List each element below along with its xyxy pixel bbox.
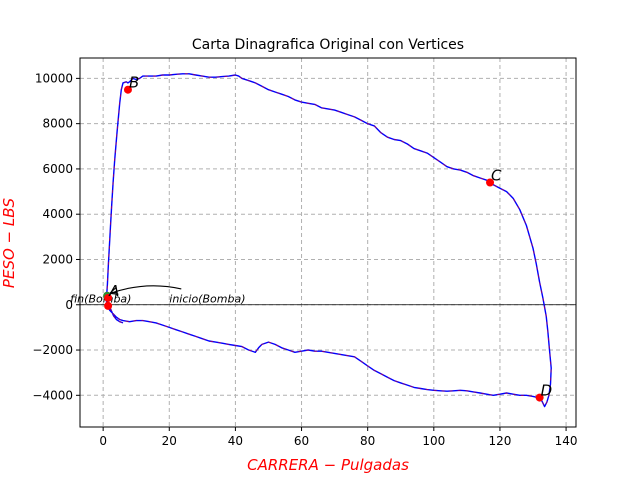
x-tick-label: 40 [228, 434, 243, 448]
y-tick-label: 0 [65, 298, 73, 312]
plot-background [80, 58, 576, 427]
x-axis-label: CARRERA − Pulgadas [247, 456, 409, 474]
chart-title: Carta Dinagrafica Original con Vertices [192, 37, 464, 53]
curve-layer [105, 73, 552, 408]
x-tick-label: 80 [360, 434, 375, 448]
y-tick-label: 10000 [35, 71, 73, 85]
x-tick-label: 120 [488, 434, 511, 448]
vertex-d-point [535, 393, 544, 402]
annotations: fin(Bomba) inicio(Bomba) [70, 285, 245, 306]
vertex-b-point [123, 85, 132, 94]
annotation-text: fin(Bomba) [70, 293, 131, 306]
annotation-arrow [110, 285, 182, 294]
y-tick-label: 4000 [42, 207, 73, 221]
x-tick-label: 20 [162, 434, 177, 448]
vertex-d-label: D [541, 382, 553, 400]
extra-point [104, 301, 113, 310]
vertex-c-label: C [491, 167, 502, 185]
y-tick-label: −4000 [32, 388, 73, 402]
axis-ticks: 0 20 40 60 80 100 120 140 −4000 −2000 0 2000 4000 600… [32, 71, 577, 448]
vertex-a-point [104, 293, 113, 302]
x-tick-label: 0 [99, 434, 107, 448]
plot-frame [79, 57, 577, 428]
vertex-points: A B C D [103, 74, 552, 402]
y-axis-label: PESO − LBS [0, 197, 18, 288]
x-tick-label: 140 [555, 434, 578, 448]
dynagraph-curve-overlay [105, 73, 552, 408]
y-tick-label: 6000 [42, 162, 73, 176]
y-tick-label: −2000 [32, 343, 73, 357]
vertex-b-label: B [129, 74, 139, 92]
vertex-c-point [486, 178, 495, 187]
annotation-text: inicio(Bomba) [169, 293, 245, 306]
vertex-a-label: A [108, 282, 119, 300]
y-tick-label: 2000 [42, 252, 73, 266]
x-tick-label: 100 [422, 434, 445, 448]
y-tick-label: 8000 [42, 117, 73, 131]
x-tick-label: 60 [294, 434, 309, 448]
